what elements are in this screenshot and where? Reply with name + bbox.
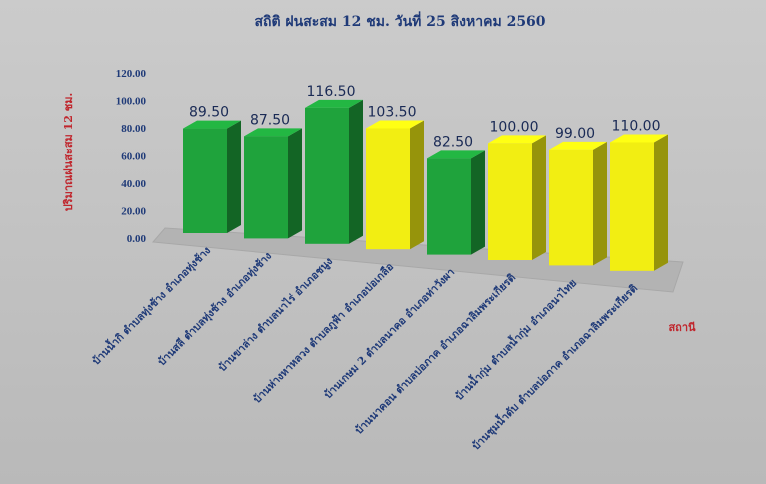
bar-top: [183, 120, 241, 129]
bar-side: [349, 99, 363, 244]
bar-front: [610, 142, 654, 271]
data-label: 100.00: [490, 119, 539, 135]
bar-top: [488, 135, 546, 144]
bar-front: [366, 128, 410, 250]
bar: [305, 99, 363, 244]
bar-top: [610, 134, 668, 143]
bar-top: [244, 128, 302, 137]
bar-side: [471, 150, 485, 255]
bar-front: [427, 158, 471, 255]
bar-side: [654, 134, 668, 271]
bar-side: [227, 120, 241, 233]
data-labels-group: 89.50 87.50 116.50 103.50 82.50 100.00 99.00 11…: [189, 84, 661, 150]
data-label: 82.50: [433, 134, 473, 150]
bar-front: [549, 149, 593, 266]
bars-group: [183, 99, 668, 271]
bar-side: [410, 120, 424, 250]
y-tick-label: 40.00: [121, 178, 146, 190]
bar: [366, 120, 424, 250]
bar: [183, 120, 241, 233]
y-axis: 0.00 20.00 40.00 60.00 80.00 100.00 120.00: [116, 68, 147, 245]
bar-front: [488, 143, 532, 260]
bar-front: [244, 136, 288, 239]
bar-top: [549, 141, 607, 150]
bar: [244, 128, 302, 239]
y-tick-label: 20.00: [121, 206, 146, 218]
data-label: 89.50: [189, 105, 229, 121]
bar-side: [532, 135, 546, 260]
bar: [427, 150, 485, 255]
bar-front: [305, 107, 349, 244]
y-tick-label: 0.00: [127, 233, 147, 245]
bar-front: [183, 128, 227, 233]
y-tick-label: 100.00: [116, 96, 147, 108]
chart-title: สถิติ ฝนสะสม 12 ชม. วันที่ 25 สิงหาคม 25…: [254, 11, 545, 30]
bar-side: [593, 141, 607, 266]
data-label: 116.50: [307, 84, 356, 100]
y-tick-label: 80.00: [121, 123, 146, 135]
data-label: 99.00: [555, 126, 595, 142]
bar-top: [305, 99, 363, 108]
y-axis-label: ปริมาณฝนสะสม 12 ชม.: [62, 93, 75, 212]
bar: [488, 135, 546, 260]
data-label: 110.00: [612, 118, 661, 134]
bar-top: [427, 150, 485, 159]
y-tick-label: 120.00: [116, 68, 147, 80]
x-axis-label: สถานี: [668, 321, 696, 334]
bar-top: [366, 120, 424, 129]
bar: [549, 141, 607, 266]
y-tick-label: 60.00: [121, 151, 146, 163]
data-label: 87.50: [250, 112, 290, 128]
bar: [610, 134, 668, 271]
bar-side: [288, 128, 302, 239]
data-label: 103.50: [368, 104, 417, 120]
